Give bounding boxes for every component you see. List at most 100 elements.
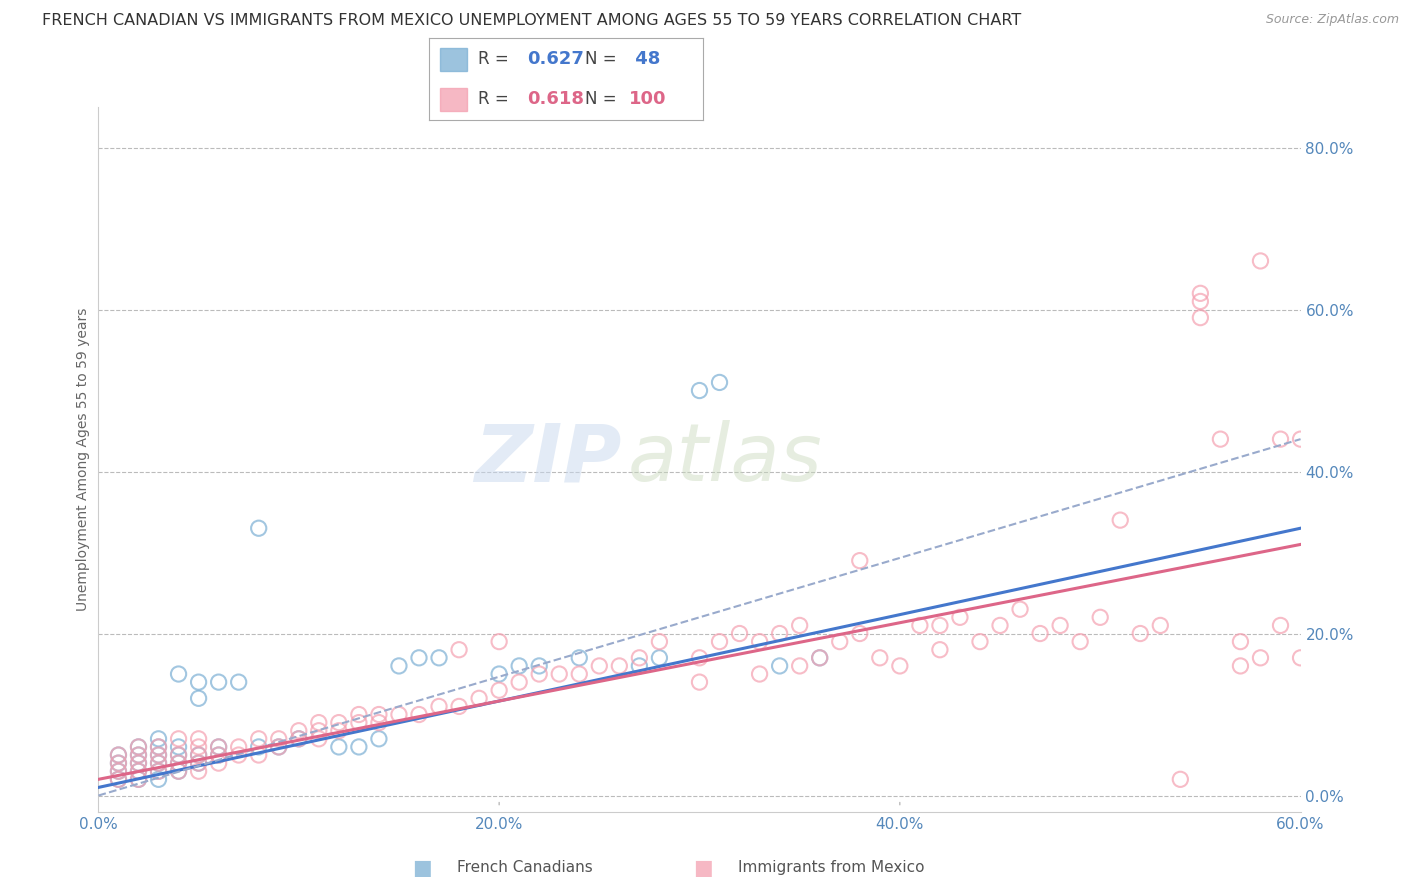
Point	[328, 715, 350, 730]
Point	[908, 618, 931, 632]
Text: FRENCH CANADIAN VS IMMIGRANTS FROM MEXICO UNEMPLOYMENT AMONG AGES 55 TO 59 YEARS: FRENCH CANADIAN VS IMMIGRANTS FROM MEXIC…	[42, 13, 1021, 29]
Point	[148, 739, 170, 754]
Text: ■: ■	[693, 858, 713, 878]
Point	[789, 659, 811, 673]
Point	[288, 731, 311, 746]
Point	[889, 659, 911, 673]
Point	[568, 667, 591, 681]
Point	[187, 747, 209, 762]
Point	[128, 739, 150, 754]
Point	[148, 764, 170, 779]
Text: N =: N =	[585, 50, 621, 69]
Text: 0.627: 0.627	[527, 50, 585, 69]
Text: 0.618: 0.618	[527, 90, 585, 108]
Point	[148, 756, 170, 771]
Point	[308, 715, 330, 730]
Point	[288, 723, 311, 738]
Text: R =: R =	[478, 90, 515, 108]
Point	[808, 650, 831, 665]
Point	[688, 384, 710, 398]
Point	[1270, 618, 1292, 632]
Point	[328, 723, 350, 738]
Point	[148, 731, 170, 746]
Point	[609, 659, 631, 673]
Point	[368, 731, 391, 746]
Point	[929, 618, 952, 632]
Point	[529, 667, 551, 681]
Point	[988, 618, 1011, 632]
Point	[588, 659, 610, 673]
FancyBboxPatch shape	[440, 48, 467, 71]
Point	[347, 707, 370, 722]
Point	[508, 675, 530, 690]
Point	[488, 667, 510, 681]
Point	[688, 675, 710, 690]
Point	[408, 650, 430, 665]
Point	[568, 650, 591, 665]
Point	[107, 764, 129, 779]
Point	[107, 756, 129, 771]
Point	[1069, 634, 1091, 648]
Point	[167, 764, 190, 779]
Point	[288, 731, 311, 746]
Point	[748, 667, 770, 681]
Point	[107, 772, 129, 787]
Point	[107, 756, 129, 771]
Point	[849, 554, 872, 568]
Point	[247, 747, 270, 762]
Text: 100: 100	[628, 90, 666, 108]
Point	[688, 650, 710, 665]
Point	[1189, 286, 1212, 301]
Point	[508, 659, 530, 673]
Point	[247, 521, 270, 535]
Point	[187, 756, 209, 771]
Point	[167, 756, 190, 771]
Point	[148, 747, 170, 762]
Point	[488, 634, 510, 648]
Point	[949, 610, 972, 624]
Point	[167, 747, 190, 762]
Point	[408, 707, 430, 722]
Point	[789, 618, 811, 632]
Point	[347, 739, 370, 754]
Point	[728, 626, 751, 640]
Point	[648, 650, 671, 665]
Point	[208, 739, 231, 754]
Point	[1209, 432, 1232, 446]
Point	[529, 659, 551, 673]
Point	[768, 626, 790, 640]
Text: atlas: atlas	[627, 420, 823, 499]
Point	[1129, 626, 1152, 640]
Point	[148, 756, 170, 771]
Point	[1189, 294, 1212, 309]
Point	[1229, 659, 1251, 673]
Point	[208, 747, 231, 762]
Point	[128, 772, 150, 787]
Point	[328, 739, 350, 754]
Point	[267, 739, 290, 754]
Point	[148, 772, 170, 787]
Point	[247, 731, 270, 746]
Point	[548, 667, 571, 681]
Point	[128, 764, 150, 779]
Point	[1250, 650, 1272, 665]
Point	[1250, 254, 1272, 268]
Point	[1289, 650, 1312, 665]
Point	[869, 650, 891, 665]
FancyBboxPatch shape	[440, 87, 467, 111]
Point	[427, 699, 450, 714]
Point	[167, 756, 190, 771]
Point	[388, 659, 411, 673]
Point	[388, 707, 411, 722]
Point	[447, 642, 470, 657]
Text: 48: 48	[628, 50, 661, 69]
Point	[187, 731, 209, 746]
Point	[148, 747, 170, 762]
Point	[1170, 772, 1192, 787]
Point	[167, 731, 190, 746]
Point	[468, 691, 491, 706]
Point	[308, 731, 330, 746]
Text: Source: ZipAtlas.com: Source: ZipAtlas.com	[1265, 13, 1399, 27]
Point	[1289, 432, 1312, 446]
Point	[1088, 610, 1111, 624]
